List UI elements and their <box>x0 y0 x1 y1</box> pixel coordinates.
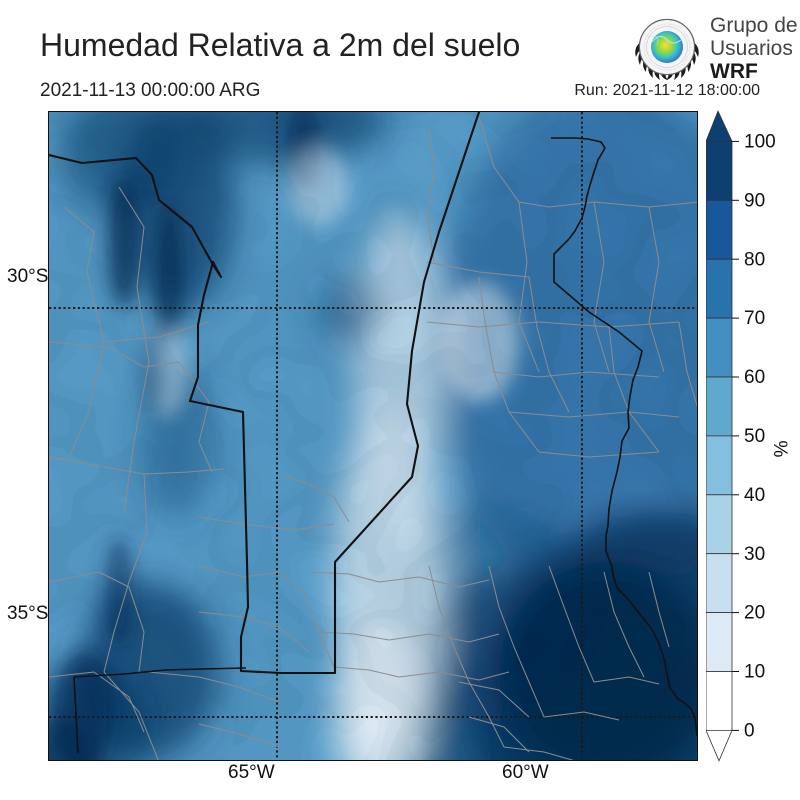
svg-text:10: 10 <box>744 662 765 683</box>
svg-text:20: 20 <box>744 603 765 624</box>
svg-text:0: 0 <box>744 721 755 742</box>
svg-text:90: 90 <box>744 190 765 211</box>
svg-text:%: % <box>769 441 790 458</box>
svg-text:80: 80 <box>744 249 765 270</box>
svg-text:70: 70 <box>744 308 765 329</box>
svg-text:40: 40 <box>744 485 765 506</box>
svg-text:60: 60 <box>744 367 765 388</box>
svg-text:100: 100 <box>744 132 776 153</box>
svg-text:50: 50 <box>744 426 765 447</box>
svg-text:30: 30 <box>744 544 765 565</box>
